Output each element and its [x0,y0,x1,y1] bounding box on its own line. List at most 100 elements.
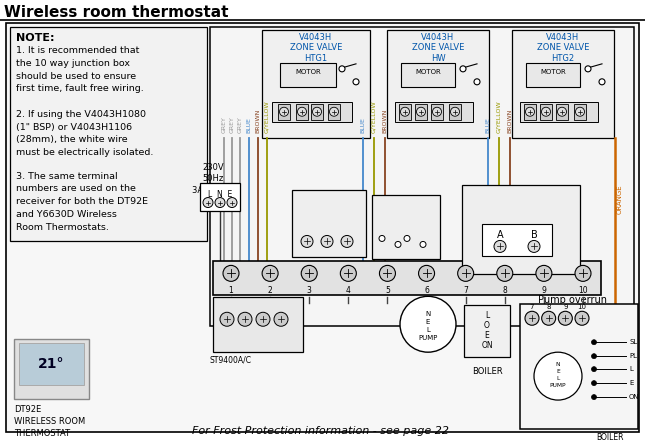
Text: MOTOR: MOTOR [540,69,566,75]
Circle shape [460,66,466,72]
Text: L: L [485,311,489,320]
Bar [328,104,340,120]
Circle shape [262,266,278,281]
Text: 21°: 21° [38,357,64,371]
Text: 230V
50Hz
3A RATED: 230V 50Hz 3A RATED [192,163,233,195]
Text: PUMP: PUMP [419,335,438,341]
Circle shape [542,107,550,116]
Text: N: N [230,304,236,312]
Circle shape [400,296,456,352]
Circle shape [591,395,597,400]
Text: DT92E
WIRELESS ROOM
THERMOSTAT: DT92E WIRELESS ROOM THERMOSTAT [14,405,85,438]
Text: V4043H
ZONE VALVE
HTG2: V4043H ZONE VALVE HTG2 [537,33,589,63]
Text: 10: 10 [578,287,588,295]
Text: PL: PL [629,353,637,359]
Bar [10,27,207,241]
Bar [372,194,440,259]
Circle shape [559,311,572,325]
Text: GREY: GREY [221,116,226,133]
Circle shape [591,354,597,358]
Text: RECEIVER
BOR01: RECEIVER BOR01 [310,194,348,214]
Text: L: L [629,366,633,372]
Text: BROWN: BROWN [255,108,261,133]
Circle shape [591,381,597,386]
Text: 6: 6 [424,287,429,295]
Text: B: B [531,231,537,240]
Circle shape [279,107,288,116]
Text: 4: 4 [346,287,351,295]
Text: Pump overrun: Pump overrun [538,295,607,305]
Text: 2: 2 [268,287,272,295]
Circle shape [433,107,441,116]
Text: MOTOR: MOTOR [415,69,441,75]
Bar [213,297,303,352]
Text: A: A [497,231,503,240]
Bar [482,224,552,257]
Bar [574,104,586,120]
Text: L: L [426,327,430,333]
Circle shape [458,266,473,281]
Circle shape [494,240,506,253]
Text: E: E [629,380,633,386]
Circle shape [220,312,234,326]
Text: O: O [484,321,490,330]
Text: 3. The same terminal
numbers are used on the
receiver for both the DT92E
and Y66: 3. The same terminal numbers are used on… [16,172,148,232]
Bar [278,104,290,120]
Text: N: N [556,362,561,367]
Circle shape [525,311,539,325]
Text: MOTOR: MOTOR [295,69,321,75]
Circle shape [575,107,584,116]
Text: BLUE: BLUE [246,117,252,133]
Circle shape [591,367,597,371]
Circle shape [528,240,540,253]
Circle shape [203,198,213,207]
Text: HW HTG: HW HTG [245,339,275,345]
Bar [401,63,455,87]
Circle shape [474,79,480,85]
Text: BOILER: BOILER [471,367,502,376]
Bar [449,104,461,120]
Text: 7: 7 [463,287,468,295]
Text: NOTE:: NOTE: [16,33,54,43]
Text: L641A
CYLINDER
STAT.: L641A CYLINDER STAT. [387,198,425,230]
Circle shape [497,266,513,281]
Bar [556,104,568,120]
Text: BLUE: BLUE [361,117,366,133]
Text: G/YELLOW: G/YELLOW [372,100,377,133]
Circle shape [526,107,535,116]
Circle shape [404,236,410,241]
Bar [462,185,580,274]
Bar [387,30,489,138]
Text: L  N  E: L N E [208,190,232,198]
Text: BOILER: BOILER [596,433,624,442]
Circle shape [379,236,385,241]
Text: 8: 8 [502,287,507,295]
Text: 7: 7 [530,304,534,310]
Circle shape [353,79,359,85]
Text: E: E [426,319,430,325]
Bar [14,339,89,399]
Bar [210,27,634,326]
Text: ON: ON [629,394,640,400]
Bar [524,104,536,120]
Circle shape [256,312,270,326]
Text: 10: 10 [577,304,586,310]
Bar [540,104,552,120]
Circle shape [227,198,237,207]
Circle shape [542,311,555,325]
Bar [520,102,598,122]
Circle shape [536,266,552,281]
Circle shape [419,266,435,281]
Bar [262,30,370,138]
Text: 9: 9 [563,304,568,310]
Circle shape [297,107,306,116]
Text: V4043H
ZONE VALVE
HTG1: V4043H ZONE VALVE HTG1 [290,33,342,63]
Text: BROWN: BROWN [382,108,388,133]
Circle shape [339,66,345,72]
Circle shape [312,107,321,116]
Circle shape [341,266,356,281]
Text: N: N [304,248,310,253]
Bar [296,104,308,120]
Bar [292,190,366,257]
Circle shape [395,241,401,248]
